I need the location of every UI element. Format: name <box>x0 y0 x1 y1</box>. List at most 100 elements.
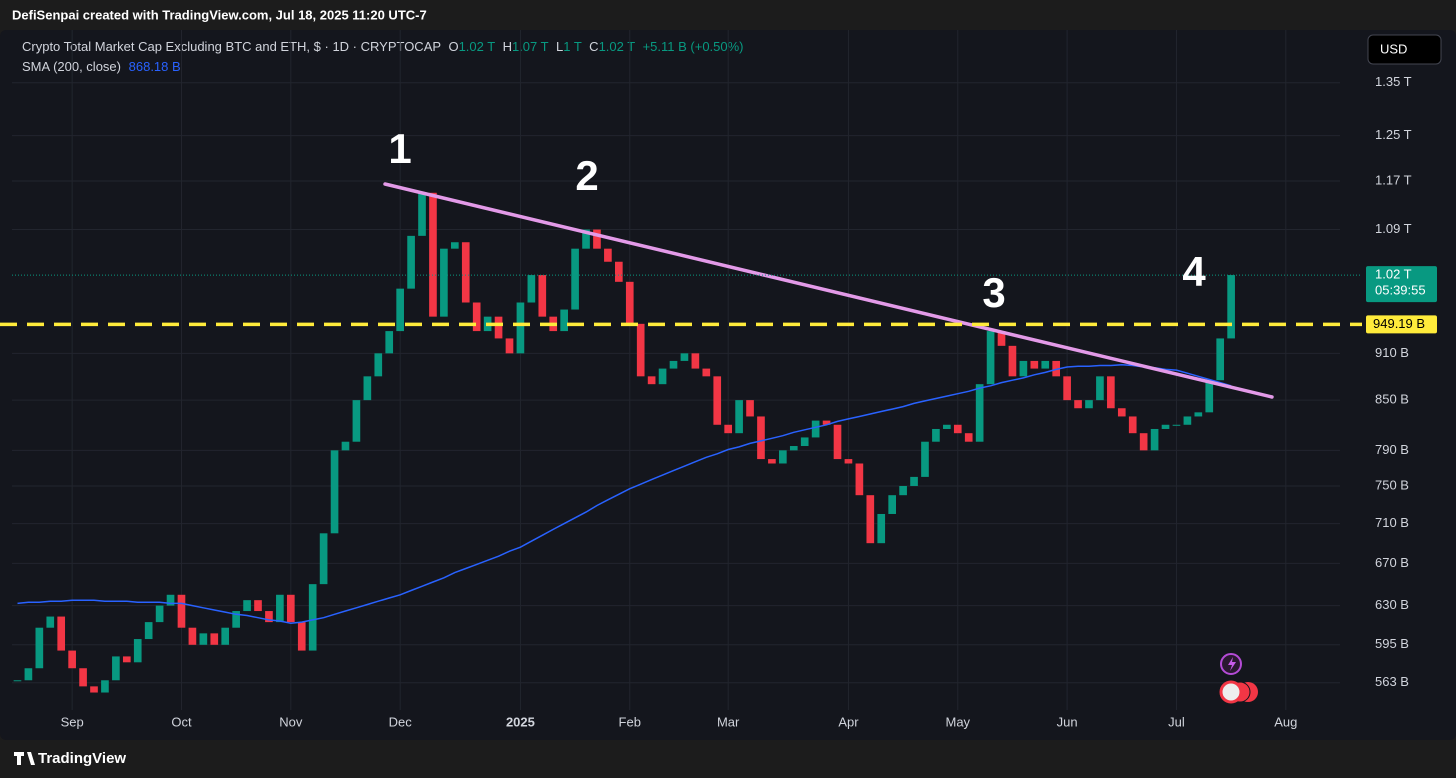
y-tick-label: 1.25 T <box>1375 127 1412 142</box>
annotation: 4 <box>1182 248 1206 295</box>
candle <box>297 622 306 651</box>
candle <box>636 323 645 377</box>
candle <box>593 229 601 249</box>
y-tick-label: 630 B <box>1375 597 1409 612</box>
quote-label: L <box>556 39 563 54</box>
currency[interactable]: USD <box>1380 41 1407 56</box>
quote-label: O <box>448 39 458 54</box>
y-tick-label: 595 B <box>1375 636 1409 651</box>
candle <box>232 611 240 628</box>
y-tick-label: 563 B <box>1375 674 1409 689</box>
candle <box>177 594 186 628</box>
x-tick-label: Jul <box>1168 714 1185 729</box>
y-tick-label: 850 B <box>1375 392 1409 407</box>
candle <box>1063 376 1071 401</box>
candle <box>724 424 732 434</box>
candle <box>308 584 317 651</box>
candle <box>746 400 754 417</box>
candle <box>779 450 787 464</box>
candle <box>1216 338 1225 381</box>
x-tick-label: Jun <box>1057 714 1078 729</box>
candle <box>1205 380 1214 413</box>
y-tick-label: 670 B <box>1375 555 1409 570</box>
event-icon[interactable] <box>1219 680 1243 704</box>
candle <box>1096 376 1104 401</box>
candle <box>166 594 175 606</box>
sma-name: SMA (200, close) <box>22 59 121 74</box>
quote: 1 T <box>563 39 582 54</box>
candle <box>79 668 87 687</box>
candle <box>24 668 33 681</box>
x-tick-label: Feb <box>619 714 641 729</box>
candle <box>855 463 864 496</box>
candle <box>35 627 44 669</box>
candle <box>516 302 525 354</box>
candle <box>505 338 514 354</box>
candle <box>571 248 579 310</box>
candle <box>604 248 612 262</box>
candle <box>101 680 109 693</box>
x-tick-label: 2025 <box>506 714 535 729</box>
sma-legend: SMA (200, close) 868.18 B <box>22 59 181 74</box>
sma-line <box>17 363 1232 624</box>
candle <box>286 594 295 623</box>
change: +5.11 B (+0.50%) <box>643 39 744 54</box>
candle <box>932 428 940 442</box>
credit: DefiSenpai created with TradingView.com,… <box>12 7 427 22</box>
y-tick-label: 1.17 T <box>1375 172 1412 187</box>
last-price-label: 1.02 T <box>1375 267 1412 282</box>
y-tick-label: 750 B <box>1375 477 1409 492</box>
candle <box>319 533 328 585</box>
event-icon-bolt <box>1228 657 1236 671</box>
candle <box>735 400 743 434</box>
y-tick-label: 1.09 T <box>1375 221 1412 236</box>
candle <box>243 600 251 612</box>
candle <box>1128 416 1137 434</box>
last-price-tag <box>1366 266 1437 303</box>
candle <box>997 331 1006 346</box>
candle <box>188 627 197 645</box>
x-tick-label: Aug <box>1274 714 1297 729</box>
candle <box>199 633 208 645</box>
candle <box>757 416 765 460</box>
candle <box>418 192 426 236</box>
candle <box>46 616 55 628</box>
level-label: 949.19 B <box>1373 316 1425 331</box>
candle <box>1161 424 1170 429</box>
candle <box>811 420 820 438</box>
candle <box>57 616 66 651</box>
annotation: 3 <box>982 269 1005 316</box>
candle <box>899 485 907 496</box>
candle <box>90 686 98 693</box>
candle <box>560 309 568 332</box>
currency-button[interactable] <box>1367 34 1442 65</box>
x-tick-label: Sep <box>61 714 84 729</box>
candle <box>1150 428 1159 451</box>
quote: 1.07 T <box>512 39 549 54</box>
candle <box>13 680 22 682</box>
x-tick-label: Nov <box>279 714 303 729</box>
candle <box>1107 376 1115 409</box>
x-tick-label: May <box>945 714 970 729</box>
candle <box>822 420 831 425</box>
x-tick-label: Dec <box>389 714 413 729</box>
candle <box>1085 400 1093 409</box>
brand: TradingView <box>38 750 126 767</box>
candle <box>450 242 459 249</box>
candle <box>1008 345 1017 377</box>
sma-value: 868.18 B <box>129 59 181 74</box>
legend-title: Crypto Total Market Cap Excluding BTC an… <box>22 39 744 54</box>
candle <box>800 437 809 447</box>
trendline <box>383 182 1274 399</box>
candle <box>254 600 262 612</box>
candle <box>1074 400 1082 409</box>
candle <box>582 229 590 249</box>
candle <box>1139 433 1148 451</box>
brand-logo <box>14 752 35 765</box>
candle <box>844 459 853 464</box>
overlay: 563 B 595 B 630 B 670 B 710 B 750 B 790 B 850 B… <box>0 74 1437 729</box>
title: Crypto Total Market Cap Excluding BTC an… <box>22 39 441 54</box>
candle <box>921 441 929 477</box>
